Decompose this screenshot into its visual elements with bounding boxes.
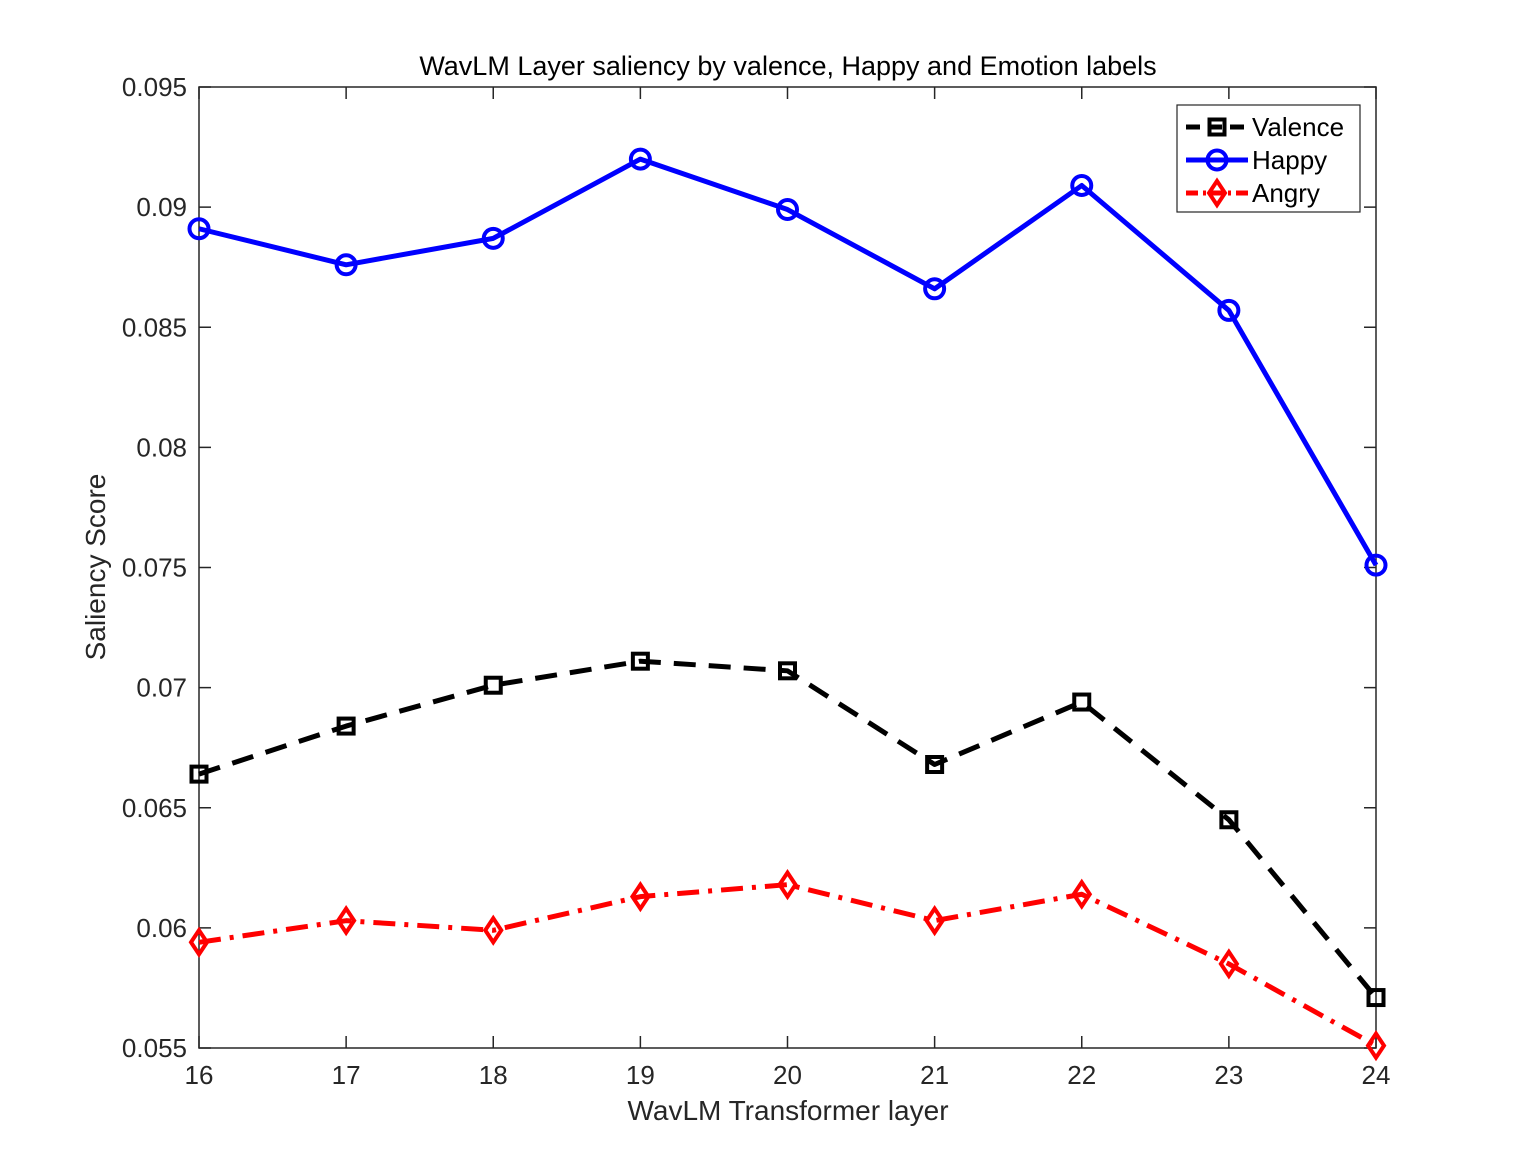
data-point-angry [482,914,504,946]
data-point-angry [1365,1029,1387,1062]
data-point-happy [187,217,211,241]
data-point-happy [1217,298,1241,322]
x-tick-label: 16 [185,1060,214,1090]
data-point-valence [925,755,945,775]
series-line-valence [198,658,1378,1000]
y-tick-label: 0.065 [122,793,187,823]
y-tick-label: 0.095 [122,72,187,102]
legend-marker-happy [1205,148,1229,172]
data-point-valence [1219,810,1239,830]
series-angry [188,869,1387,1062]
legend-label-angry: Angry [1252,178,1320,208]
y-tick-label: 0.09 [136,192,187,222]
series-layer [187,147,1388,1062]
legend-marker-angry [1206,177,1228,209]
data-point-angry [629,881,651,913]
data-point-angry [335,905,357,937]
axis-ticks: 16 17 18 19 20 21 22 23 24 0.055 0.06 0.065 0.07 0.07… [122,72,1391,1090]
data-point-angry [1071,878,1093,910]
x-tick-label: 21 [920,1060,949,1090]
x-axis-title: WavLM Transformer layer [627,1095,948,1126]
series-line-happy [198,156,1379,567]
y-tick-label: 0.085 [122,312,187,342]
x-tick-label: 18 [479,1060,508,1090]
y-tick-label: 0.08 [136,432,187,462]
legend-label-happy: Happy [1252,145,1327,175]
data-point-happy [923,277,947,301]
legend-label-valence: Valence [1252,112,1344,142]
data-point-valence [630,651,650,671]
x-tick-label: 17 [332,1060,361,1090]
x-tick-label: 20 [773,1060,802,1090]
data-point-happy [1070,174,1094,198]
y-tick-label: 0.06 [136,913,187,943]
data-point-valence [336,716,356,736]
data-point-valence [483,675,503,695]
data-point-valence [1072,692,1092,712]
y-tick-label: 0.055 [122,1033,187,1063]
data-point-happy [776,198,799,222]
data-point-angry [1218,948,1240,980]
series-happy [187,147,1388,577]
y-tick-label: 0.07 [136,673,187,703]
x-tick-label: 23 [1214,1060,1243,1090]
plot-area [198,86,1377,1049]
data-point-valence [189,764,209,784]
data-point-angry [777,869,798,901]
data-point-valence [1366,988,1386,1008]
data-point-happy [481,226,505,250]
y-tick-label: 0.075 [122,553,187,583]
legend-entry-happy: Happy [1186,145,1327,175]
data-point-angry [924,905,946,937]
legend-entry-angry: Angry [1186,177,1320,209]
legend-marker-valence [1207,117,1227,137]
data-point-valence [778,661,797,681]
data-point-happy [334,253,358,277]
series-line-angry [198,882,1378,1048]
data-point-happy [628,147,652,171]
x-tick-label: 19 [626,1060,655,1090]
chart-title: WavLM Layer saliency by valence, Happy a… [419,51,1156,81]
y-axis-title: Saliency Score [80,474,111,661]
x-tick-label: 22 [1067,1060,1096,1090]
legend-entry-valence: Valence [1186,112,1344,142]
x-tick-label: 24 [1362,1060,1391,1090]
series-valence [189,651,1386,1008]
data-point-happy [1364,553,1388,577]
axes-box [198,86,1377,1049]
data-point-angry [188,926,210,958]
